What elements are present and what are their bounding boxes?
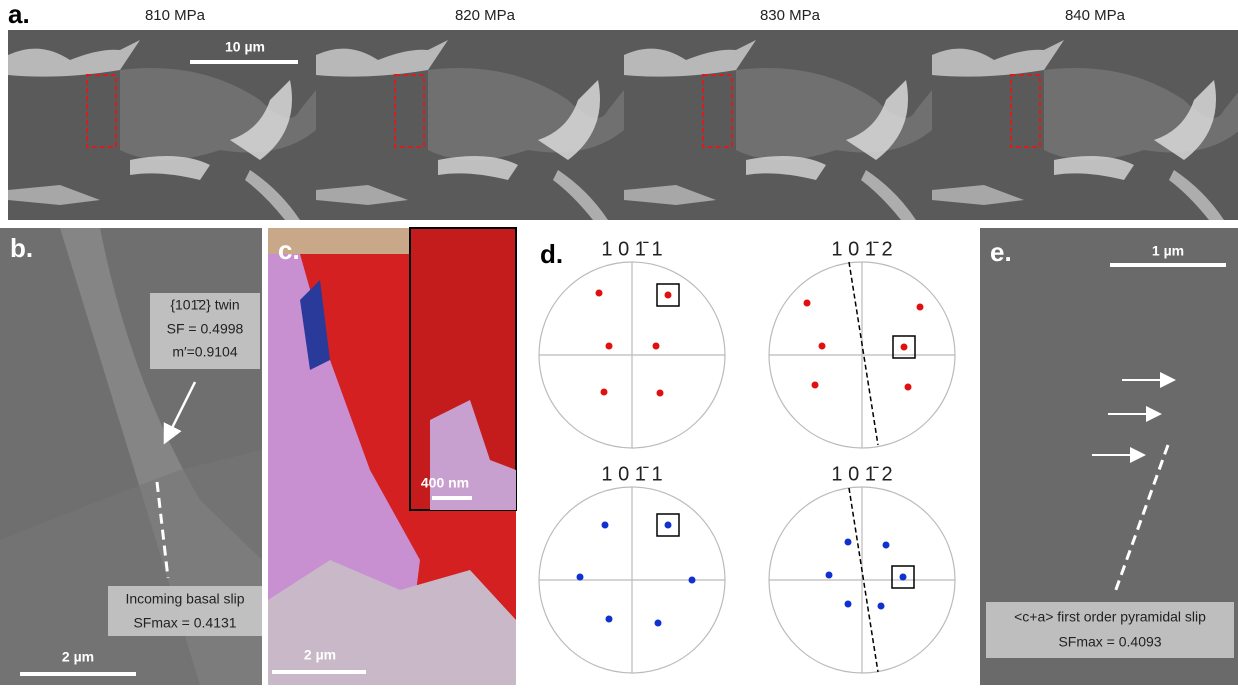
trace-lines <box>848 261 879 673</box>
scale-bar-label: 2 µm <box>304 647 336 663</box>
pole-figure-title: 1 0 1̄ 2 <box>831 238 892 260</box>
panel-label: d. <box>540 239 563 269</box>
poles <box>595 289 924 397</box>
ebsd-map <box>268 227 517 685</box>
pole-figure-title: 1 0 1̄ 1 <box>601 463 662 485</box>
annotation: <c+a> first order pyramidal slip <box>1014 609 1206 625</box>
pole-figure-title: 1 0 1̄ 1 <box>601 238 662 260</box>
image-title: 840 MPa <box>1065 7 1126 24</box>
annotation: Incoming basal slip <box>125 591 244 607</box>
image-title: 820 MPa <box>455 7 516 24</box>
annotation: SFmax = 0.4093 <box>1058 634 1161 650</box>
poles <box>576 521 907 627</box>
scale-bar-label: 1 µm <box>1152 243 1184 259</box>
scale-bar-label: 2 µm <box>62 649 94 665</box>
scale-bar-label: 400 nm <box>421 475 469 491</box>
image-title: 830 MPa <box>760 7 821 24</box>
image-title: 810 MPa <box>145 7 206 24</box>
annotation: SF = 0.4998 <box>167 321 244 337</box>
annotation: m′=0.9104 <box>172 344 237 360</box>
panel-a-images <box>8 29 1238 221</box>
annotation: SFmax = 0.4131 <box>133 615 236 631</box>
panel-label: c. <box>278 235 300 265</box>
panel-label: e. <box>990 237 1012 267</box>
arrow <box>163 381 197 445</box>
pole-figure-title: 1 0 1̄ 2 <box>831 463 892 485</box>
arrows <box>1092 372 1176 463</box>
panel-label: b. <box>10 233 33 263</box>
slip-trace <box>1112 444 1170 596</box>
selection-boxes <box>656 283 916 589</box>
slip-trace <box>155 481 170 579</box>
annotation: {101̄2} twin <box>170 297 239 313</box>
scale-bar-label: 10 µm <box>225 39 265 55</box>
panel-label: a. <box>8 0 30 29</box>
